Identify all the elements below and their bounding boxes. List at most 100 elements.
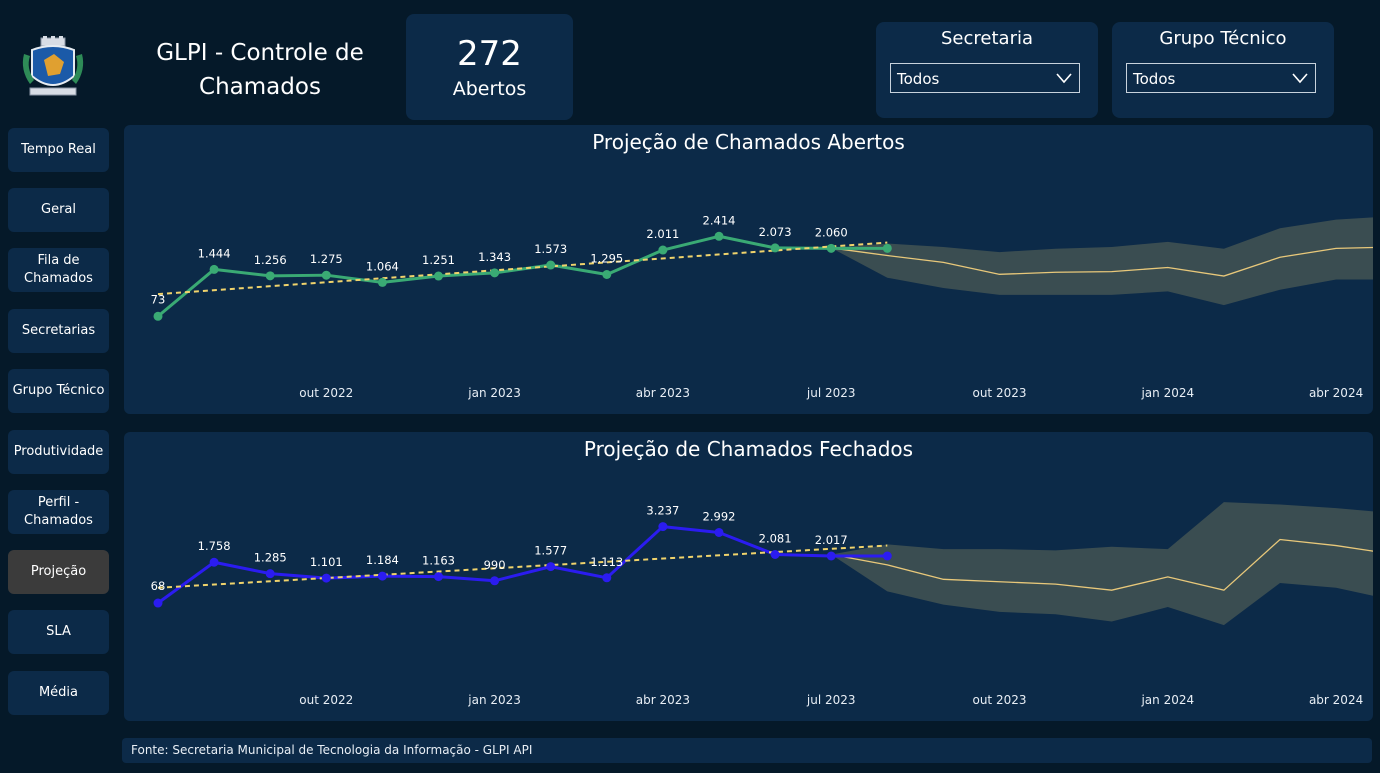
fechados-data-point[interactable] [658,522,668,532]
fechados-x-tick-label: jan 2024 [1140,693,1194,707]
open-tickets-count: 272 [457,34,522,74]
abertos-data-point[interactable] [826,243,836,253]
fechados-data-point[interactable] [546,562,556,572]
fechados-data-label: 2.081 [759,531,792,545]
fechados-data-point[interactable] [882,551,892,561]
fechados-data-point[interactable] [265,569,275,579]
fechados-data-point[interactable] [714,527,724,537]
fechados-data-label: 2.017 [815,533,848,547]
abertos-data-point[interactable] [265,271,275,281]
abertos-data-point[interactable] [377,277,387,287]
grupo-tecnico-filter: Grupo Técnico Todos [1112,22,1334,118]
abertos-data-point[interactable] [770,243,780,253]
fechados-data-label: 1.101 [310,555,343,569]
chevron-down-icon [1292,73,1308,84]
abertos-data-label: 73 [151,292,166,306]
fechados-data-point[interactable] [826,551,836,561]
secretaria-filter: Secretaria Todos [876,22,1098,118]
abertos-data-point[interactable] [714,231,724,241]
nav-grupo-tecnico[interactable]: Grupo Técnico [8,369,109,413]
fechados-data-label: 1.184 [366,553,399,567]
grupo-tecnico-filter-title: Grupo Técnico [1159,28,1287,49]
chart-panel-abertos: Projeção de Chamados Abertos 73 1.444 1.25… [124,125,1373,414]
fechados-data-label: 1.758 [198,539,231,553]
fechados-x-tick-label: abr 2024 [1309,693,1363,707]
abertos-data-point[interactable] [321,270,331,280]
abertos-data-point[interactable] [658,245,668,255]
fechados-data-point[interactable] [377,571,387,581]
fechados-data-point[interactable] [153,598,163,608]
fechados-data-point[interactable] [434,572,443,582]
fechados-trend-line [157,544,888,589]
abertos-x-tick-label: jan 2023 [467,386,521,400]
secretaria-dropdown[interactable]: Todos [890,63,1080,93]
abertos-x-tick-label: jan 2024 [1140,386,1194,400]
nav-secretarias[interactable]: Secretarias [8,309,109,353]
city-coat-of-arms-logo [18,36,88,98]
fechados-data-label: 990 [484,558,506,572]
abertos-data-label: 1.064 [366,259,399,273]
fechados-data-point[interactable] [321,573,331,583]
open-tickets-label: Abertos [452,78,527,100]
abertos-data-point[interactable] [602,270,612,280]
nav-projecao[interactable]: Projeção [8,550,109,594]
nav-sla[interactable]: SLA [8,610,109,654]
abertos-x-tick-label: out 2023 [972,386,1026,400]
nav-fila-de-chamados[interactable]: Fila de Chamados [8,248,109,292]
abertos-x-tick-label: jul 2023 [806,386,856,400]
abertos-x-tick-label: abr 2024 [1309,386,1363,400]
nav-tempo-real[interactable]: Tempo Real [8,128,109,172]
chevron-down-icon [1056,73,1072,84]
nav-perfil-chamados[interactable]: Perfil - Chamados [8,490,109,534]
nav-produtividade[interactable]: Produtividade [8,430,109,474]
fechados-series-line [157,525,888,605]
abertos-data-point[interactable] [546,260,556,270]
abertos-forecast-band [831,217,1373,306]
abertos-data-label: 1.444 [198,246,231,260]
fechados-data-label: 2.992 [703,509,736,523]
fechados-forecast-band [831,502,1373,626]
fechados-x-tick-label: out 2023 [972,693,1026,707]
abertos-data-label: 1.251 [422,253,455,267]
abertos-data-label: 1.573 [534,242,567,256]
fechados-data-label: 1.285 [254,551,287,565]
abertos-data-point[interactable] [434,271,443,281]
fechados-data-label: 1.577 [534,544,567,558]
fechados-data-point[interactable] [770,549,780,559]
fechados-x-tick-label: jul 2023 [806,693,856,707]
abertos-data-label: 2.073 [759,225,792,239]
abertos-data-label: 1.343 [478,250,511,264]
fechados-data-point[interactable] [490,576,500,586]
abertos-data-label: 2.011 [646,227,679,241]
abertos-data-point[interactable] [882,243,892,253]
abertos-x-tick-label: abr 2023 [636,386,690,400]
abertos-data-label: 2.414 [703,213,736,227]
fechados-data-label: 1.163 [422,554,455,568]
nav-media[interactable]: Média [8,671,109,715]
fechados-data-label: 68 [151,579,166,593]
grupo-tecnico-dropdown-value: Todos [1133,70,1176,88]
fechados-data-point[interactable] [209,557,219,567]
app-title: GLPI - Controle de Chamados [156,40,364,100]
fechados-data-label: 3.237 [646,504,679,518]
fechados-forecast-line [831,538,1373,591]
fechados-data-point[interactable] [602,573,612,583]
chart-title-fechados: Projeção de Chamados Fechados [583,437,914,461]
chart-fechados: 68 1.758 1.285 1.101 1.184 1.163 990 1.577 1.113… [151,502,1373,707]
abertos-data-point[interactable] [490,268,500,278]
abertos-data-point[interactable] [209,264,219,274]
open-tickets-kpi-card: 272 Abertos [406,14,573,120]
fechados-data-label: 1.113 [590,555,623,569]
chart-title-abertos: Projeção de Chamados Abertos [592,130,905,154]
nav-geral[interactable]: Geral [8,188,109,232]
abertos-forecast-line [831,246,1373,277]
secretaria-dropdown-value: Todos [897,70,940,88]
abertos-data-point[interactable] [153,311,163,321]
grupo-tecnico-dropdown[interactable]: Todos [1126,63,1316,93]
abertos-data-label: 1.295 [590,252,623,266]
source-footer: Fonte: Secretaria Municipal de Tecnologi… [122,738,1372,763]
fechados-x-tick-label: abr 2023 [636,693,690,707]
abertos-series-line [157,234,888,318]
fechados-x-tick-label: jan 2023 [467,693,521,707]
chart-abertos: 73 1.444 1.256 1.275 1.064 1.251 1.343 1.573 1.2… [151,213,1373,400]
